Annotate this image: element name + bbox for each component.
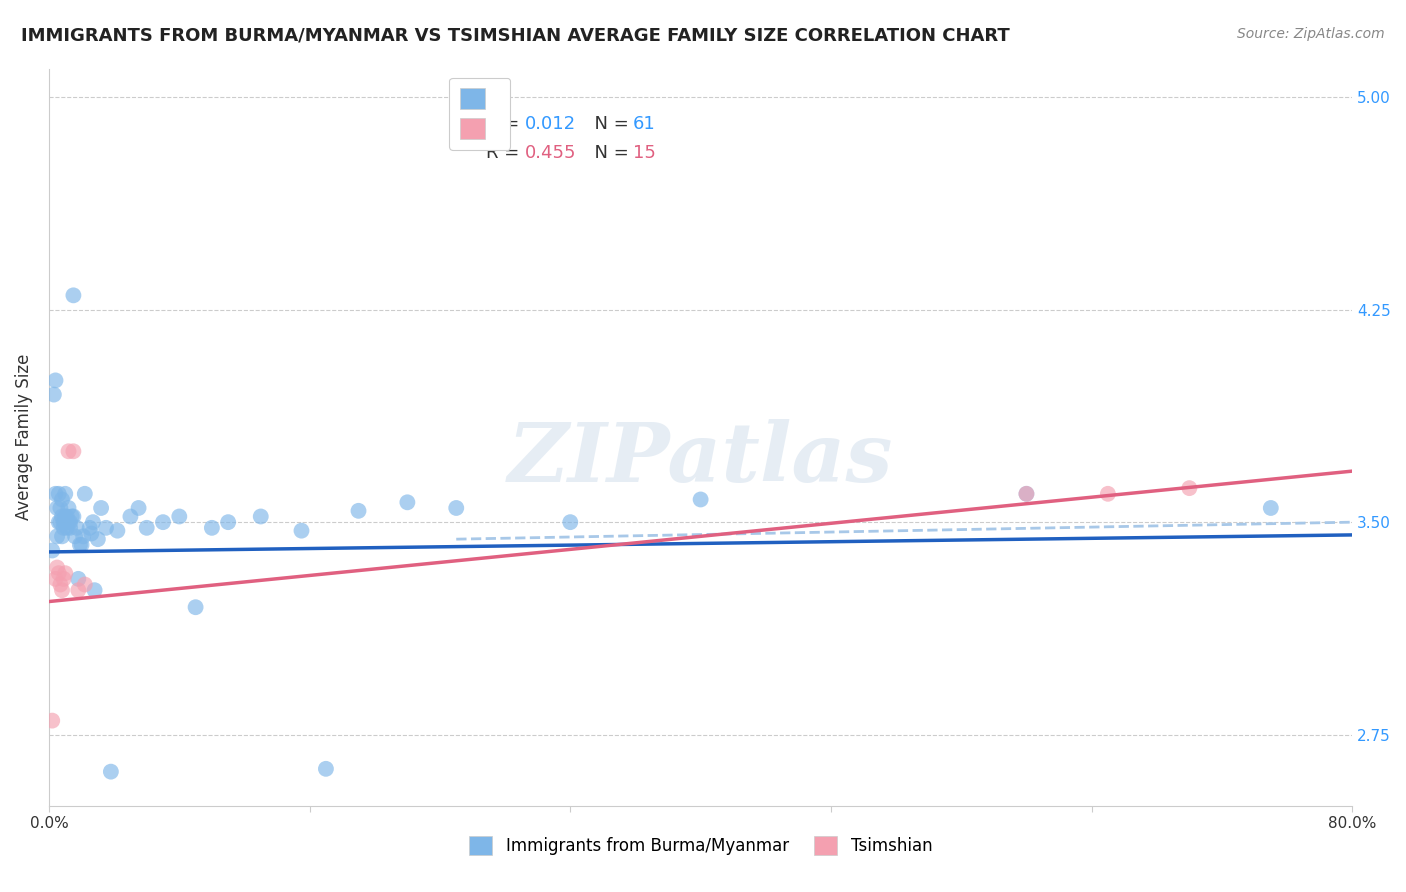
Point bbox=[51, 492, 73, 507]
Point bbox=[290, 524, 312, 538]
Text: N =: N = bbox=[583, 115, 636, 133]
Point bbox=[72, 529, 94, 543]
Point bbox=[128, 500, 150, 515]
Point bbox=[152, 515, 174, 529]
Point bbox=[79, 521, 101, 535]
Point bbox=[44, 487, 66, 501]
Point bbox=[87, 532, 110, 546]
Text: 0.012: 0.012 bbox=[524, 115, 576, 133]
Text: ZIPatlas: ZIPatlas bbox=[508, 419, 893, 500]
Point bbox=[46, 529, 69, 543]
Point bbox=[135, 521, 157, 535]
Point bbox=[201, 521, 224, 535]
Point bbox=[48, 566, 70, 581]
Point bbox=[49, 577, 72, 591]
Point bbox=[347, 504, 370, 518]
Point bbox=[44, 373, 66, 387]
Point bbox=[69, 538, 91, 552]
Point bbox=[1260, 500, 1282, 515]
Point bbox=[49, 515, 72, 529]
Text: 15: 15 bbox=[633, 145, 655, 162]
Point bbox=[1015, 487, 1038, 501]
Point bbox=[689, 492, 711, 507]
Point bbox=[58, 515, 80, 529]
Legend: Immigrants from Burma/Myanmar, Tsimshian: Immigrants from Burma/Myanmar, Tsimshian bbox=[461, 828, 941, 863]
Point bbox=[59, 521, 82, 535]
Point bbox=[1178, 481, 1201, 495]
Point bbox=[56, 521, 79, 535]
Point bbox=[100, 764, 122, 779]
Point bbox=[48, 515, 70, 529]
Text: R =: R = bbox=[485, 115, 524, 133]
Point bbox=[1015, 487, 1038, 501]
Point bbox=[60, 509, 83, 524]
Point bbox=[46, 500, 69, 515]
Point bbox=[80, 526, 103, 541]
Point bbox=[1097, 487, 1119, 501]
Point bbox=[46, 560, 69, 574]
Point bbox=[70, 538, 93, 552]
Point bbox=[52, 572, 75, 586]
Point bbox=[315, 762, 337, 776]
Point bbox=[446, 500, 468, 515]
Point bbox=[249, 509, 271, 524]
Point bbox=[73, 577, 96, 591]
Point bbox=[52, 521, 75, 535]
Point bbox=[53, 509, 76, 524]
Point bbox=[396, 495, 419, 509]
Point bbox=[73, 487, 96, 501]
Point bbox=[62, 288, 84, 302]
Text: R =: R = bbox=[485, 145, 524, 162]
Point bbox=[169, 509, 191, 524]
Point bbox=[63, 529, 86, 543]
Point bbox=[94, 521, 117, 535]
Point bbox=[83, 583, 105, 598]
Point bbox=[51, 509, 73, 524]
Point bbox=[217, 515, 239, 529]
Point bbox=[44, 572, 66, 586]
Text: 0.455: 0.455 bbox=[524, 145, 576, 162]
Point bbox=[59, 515, 82, 529]
Point bbox=[67, 583, 90, 598]
Text: N =: N = bbox=[583, 145, 636, 162]
Point bbox=[51, 529, 73, 543]
Point bbox=[41, 714, 63, 728]
Point bbox=[184, 600, 207, 615]
Point bbox=[62, 509, 84, 524]
Point bbox=[82, 515, 104, 529]
Point bbox=[58, 444, 80, 458]
Point bbox=[66, 521, 89, 535]
Point bbox=[48, 487, 70, 501]
Point bbox=[90, 500, 112, 515]
Point bbox=[53, 487, 76, 501]
Point bbox=[67, 572, 90, 586]
Point bbox=[53, 566, 76, 581]
Text: Source: ZipAtlas.com: Source: ZipAtlas.com bbox=[1237, 27, 1385, 41]
Point bbox=[41, 543, 63, 558]
Point bbox=[51, 583, 73, 598]
Point bbox=[56, 509, 79, 524]
Text: 61: 61 bbox=[633, 115, 655, 133]
Point bbox=[560, 515, 582, 529]
Point bbox=[52, 515, 75, 529]
Point bbox=[49, 500, 72, 515]
Point bbox=[42, 387, 65, 401]
Point bbox=[120, 509, 142, 524]
Text: IMMIGRANTS FROM BURMA/MYANMAR VS TSIMSHIAN AVERAGE FAMILY SIZE CORRELATION CHART: IMMIGRANTS FROM BURMA/MYANMAR VS TSIMSHI… bbox=[21, 27, 1010, 45]
Point bbox=[105, 524, 128, 538]
Point bbox=[58, 500, 80, 515]
Point bbox=[62, 444, 84, 458]
Y-axis label: Average Family Size: Average Family Size bbox=[15, 354, 32, 520]
Point bbox=[53, 515, 76, 529]
